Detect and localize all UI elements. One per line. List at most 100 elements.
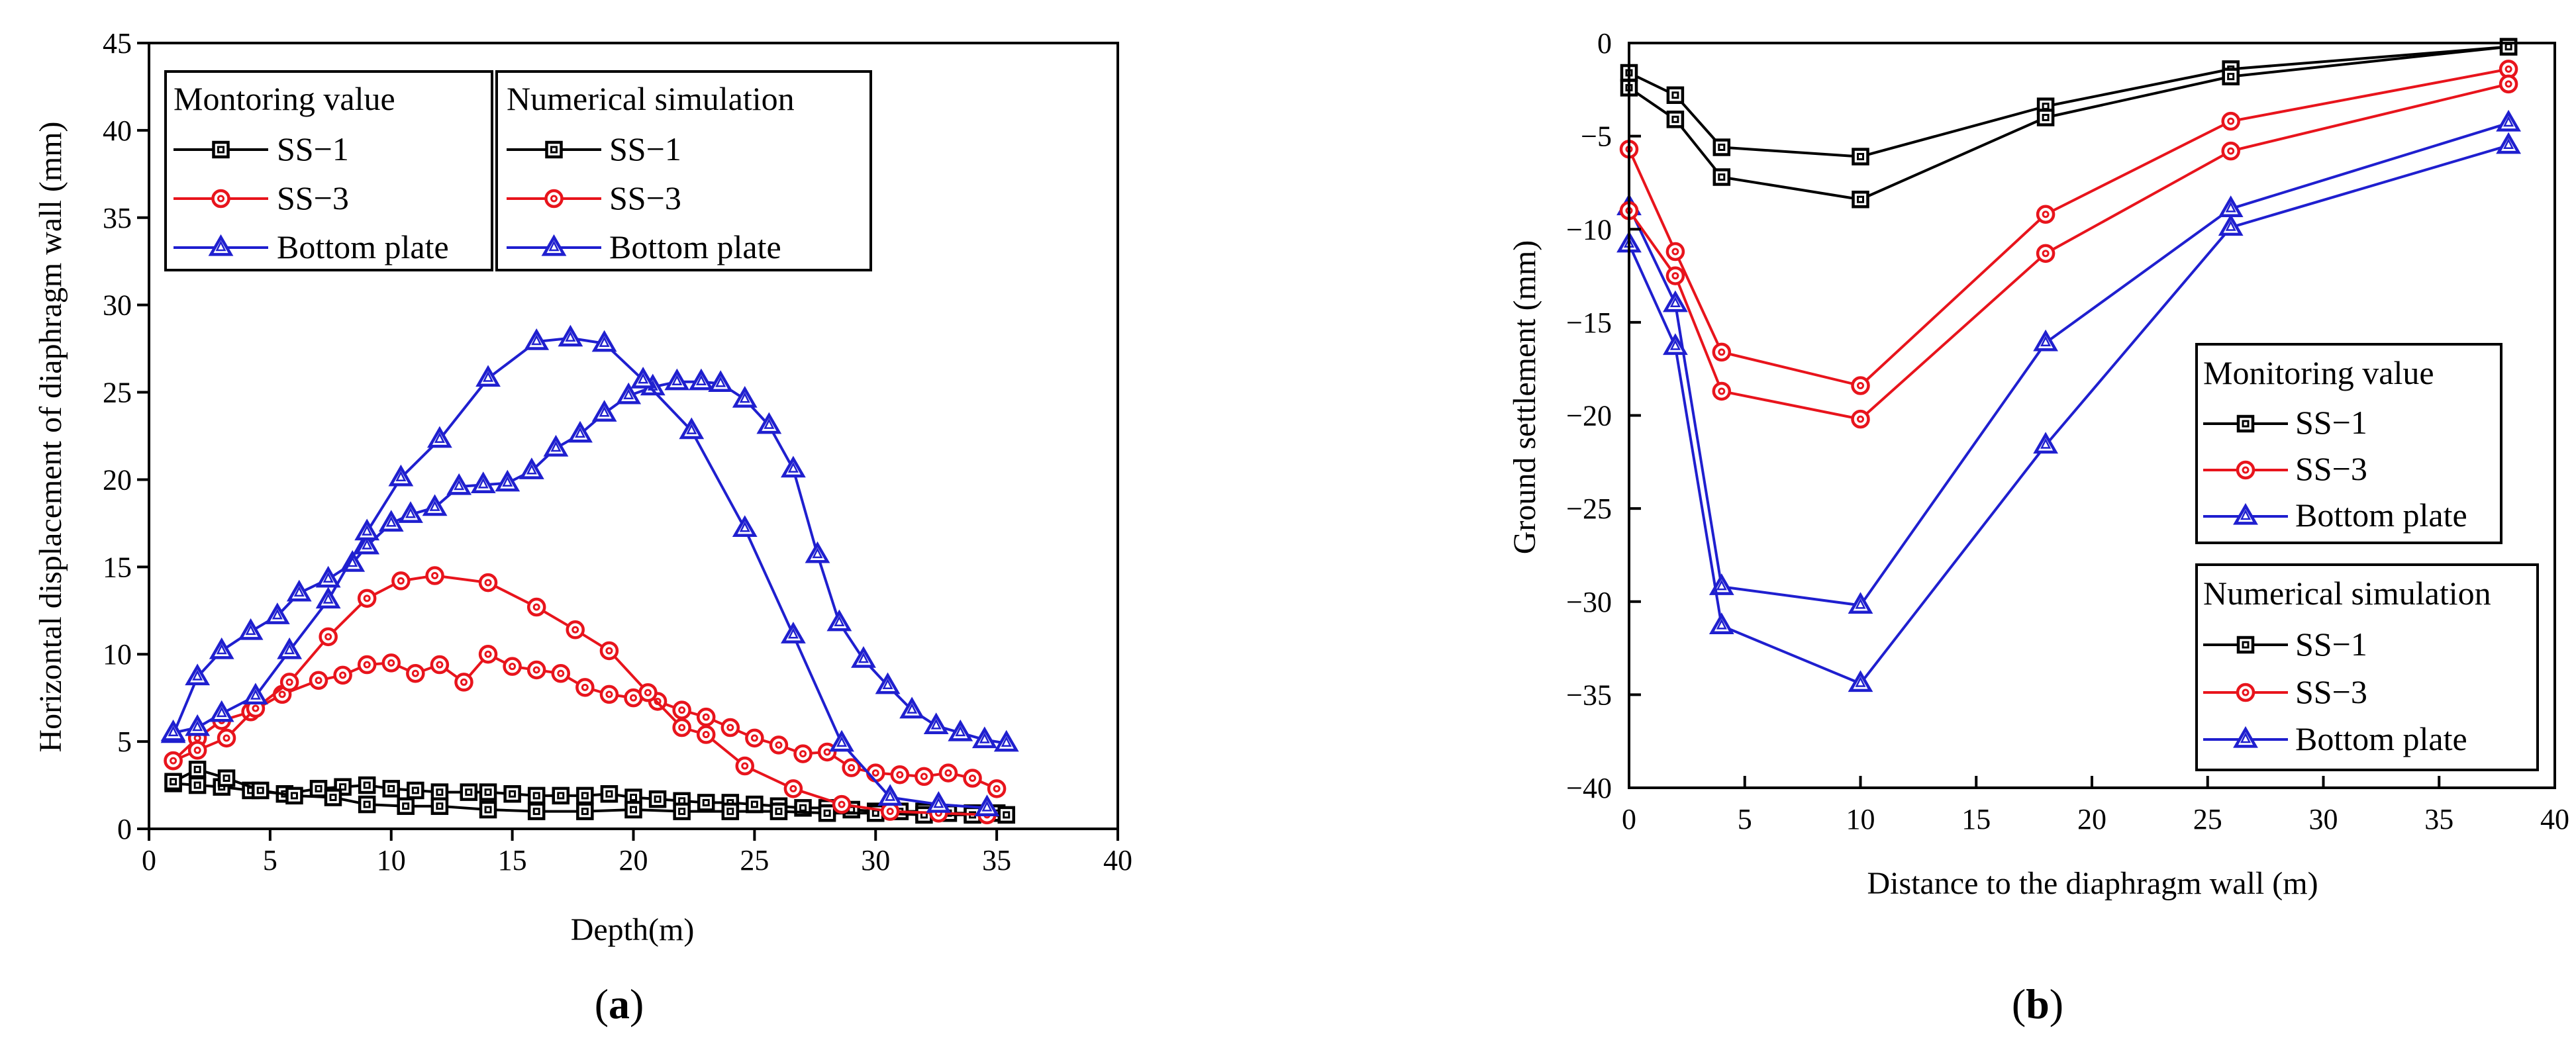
- a-montoring-value-bottom-plate-point: [689, 368, 714, 391]
- a-leg-mon-swatch-ss-1: [173, 140, 268, 159]
- a-numerical-simulation-bottom-plate-point: [679, 417, 705, 440]
- a-numerical-simulation-ss-1-point: [479, 800, 497, 819]
- a-numerical-simulation-ss-1-point: [324, 788, 342, 806]
- a-montoring-value-ss-3-point: [890, 765, 910, 784]
- a-montoring-value-ss-1-line: [173, 782, 997, 815]
- a-y-tick-label: 40: [103, 115, 132, 147]
- a-montoring-value-ss-1-point: [430, 783, 449, 801]
- chart-b-legend-box-simulation: [2195, 563, 2539, 771]
- a-numerical-simulation-ss-1-point: [217, 769, 236, 787]
- a-montoring-value-ss-3-point: [938, 763, 958, 783]
- a-numerical-simulation-ss-1-point: [624, 800, 642, 819]
- a-y-tick-label: 5: [117, 726, 132, 758]
- a-montoring-value-bottom-plate-point: [923, 712, 949, 735]
- a-leg-sim-swatch-ss-1: [507, 140, 601, 159]
- a-montoring-value-bottom-plate-point: [732, 386, 758, 408]
- a-montoring-value-ss-3-point: [333, 665, 352, 685]
- b-numerical-simulation-bottom-plate-point: [1709, 612, 1734, 634]
- a-montoring-value-ss-1-point: [358, 776, 376, 794]
- a-montoring-value-bottom-plate-point: [568, 420, 593, 443]
- a-montoring-value-ss-1-point: [527, 786, 546, 805]
- a-montoring-value-ss-3-point: [769, 736, 789, 755]
- chart-b: 0 5 10 15 20 25 30 35 40 0 −5 −10 −15 −20 −25 −30 −35 −40…: [1507, 27, 2569, 1027]
- chart-a-legend-label-monitoring-ss1: SS−1: [277, 130, 349, 167]
- a-numerical-simulation-ss-3-point: [638, 683, 658, 702]
- a-numerical-simulation-ss-3-line: [172, 574, 987, 816]
- a-leg-sim-swatch-ss-1-marker: [545, 140, 563, 159]
- b-numerical-simulation-bottom-plate-point: [2218, 214, 2244, 236]
- a-montoring-value-bottom-plate-point: [470, 471, 496, 494]
- a-numerical-simulation-bottom-plate-point: [427, 426, 452, 448]
- b-x-tick-label: 25: [2193, 803, 2222, 835]
- a-montoring-value-bottom-plate-point: [185, 663, 211, 686]
- a-numerical-simulation-ss-1-point: [721, 802, 740, 820]
- chart-b-legend-title-simulation: Numerical simulation: [2203, 575, 2491, 612]
- a-montoring-value-bottom-plate-point: [756, 412, 782, 434]
- a-y-tick-label: 25: [103, 377, 132, 409]
- a-montoring-value-ss-3-point: [672, 700, 691, 720]
- a-montoring-value-bottom-plate-point: [851, 646, 876, 668]
- a-x-tick-label: 5: [263, 844, 277, 877]
- b-x-tick-label: 5: [1738, 803, 1752, 835]
- b-y-tick-label: −15: [1566, 307, 1612, 339]
- b-leg-mon-swatch-ss-3-marker: [2236, 460, 2255, 480]
- b-monitoring-value-ss-1-point: [1852, 148, 1869, 166]
- b-numerical-simulation-bottom-plate-point: [2496, 132, 2521, 154]
- chart-a: 0 5 10 15 20 25 30 35 40 0 5 10 15 20 25 30 35 40 45 Depth…: [33, 27, 1132, 1027]
- b-y-tick-label: −5: [1581, 120, 1612, 153]
- a-numerical-simulation-bottom-plate-point: [558, 324, 583, 347]
- a-montoring-value-ss-3-point: [745, 728, 764, 748]
- b-monitoring-value-ss-3-point: [2036, 205, 2056, 224]
- a-montoring-value-ss-3-point: [817, 742, 837, 762]
- a-montoring-value-ss-3-point: [357, 655, 377, 675]
- b-x-tick-label: 10: [1846, 803, 1875, 835]
- a-numerical-simulation-ss-3-point: [832, 794, 852, 814]
- b-numerical-simulation-ss-1-point: [2036, 109, 2055, 126]
- a-numerical-simulation-ss-3-point: [478, 573, 498, 593]
- b-numerical-simulation-bottom-plate-point: [1848, 670, 1873, 692]
- a-x-tick-label: 20: [619, 844, 648, 877]
- a-montoring-value-ss-3-point: [454, 673, 473, 692]
- b-y-tick-label: −10: [1566, 213, 1612, 246]
- chart-b-legend-label-monitoring-ss1: SS−1: [2295, 404, 2367, 441]
- a-montoring-value-bottom-plate-point: [616, 382, 642, 404]
- a-montoring-value-bottom-plate-point: [708, 370, 734, 393]
- a-montoring-value-ss-1-point: [648, 790, 667, 808]
- chart-b-legend-title-monitoring: Monitoring value: [2203, 354, 2434, 391]
- a-montoring-value-ss-1-point: [600, 784, 619, 803]
- b-leg-mon-swatch-ss-1-marker: [2236, 414, 2255, 433]
- b-monitoring-value-ss-3-point: [1665, 242, 1685, 261]
- chart-a-legend: Montoring value SS−1 SS−3 Bottom plate N…: [164, 70, 872, 271]
- a-leg-sim-swatch-ss-3: [507, 189, 601, 209]
- b-numerical-simulation-bottom-plate-point: [1663, 333, 1688, 356]
- a-numerical-simulation-ss-3-point: [526, 597, 546, 617]
- a-montoring-value-bottom-plate-point: [378, 510, 404, 532]
- a-montoring-value-bottom-plate-point: [948, 719, 973, 741]
- b-leg-sim-swatch-ss-1: [2203, 636, 2288, 654]
- b-numerical-simulation-ss-3-point: [2036, 244, 2056, 263]
- a-montoring-value-ss-1-point: [697, 794, 715, 812]
- a-y-tick-label: 15: [103, 551, 132, 583]
- a-numerical-simulation-ss-1-point: [188, 761, 207, 779]
- b-x-tick-label: 40: [2540, 803, 2569, 835]
- chart-b-ticks: 0 5 10 15 20 25 30 35 40 0 −5 −10 −15 −20 −25 −30 −35 −40: [1566, 27, 2569, 835]
- a-numerical-simulation-ss-3-point: [279, 673, 299, 692]
- chart-b-y-axis-title: Ground settlement (mm): [1507, 240, 1542, 555]
- a-montoring-value-bottom-plate-point: [899, 696, 925, 719]
- a-montoring-value-bottom-plate-point: [264, 602, 290, 624]
- b-numerical-simulation-ss-3-point: [1851, 409, 1870, 429]
- a-montoring-value-ss-3-point: [866, 763, 885, 783]
- b-y-tick-label: −20: [1566, 400, 1612, 432]
- a-y-tick-label: 45: [103, 27, 132, 60]
- a-montoring-value-ss-1-point: [309, 780, 328, 798]
- b-monitoring-value-bottom-plate-point: [1848, 592, 1873, 614]
- b-monitoring-value-bottom-plate-point: [2496, 109, 2521, 132]
- chart-a-legend-title-monitoring: Montoring value: [173, 80, 395, 117]
- a-numerical-simulation-ss-1-point: [673, 802, 691, 820]
- a-montoring-value-bottom-plate-point: [971, 726, 997, 749]
- a-montoring-value-ss-1-point: [382, 780, 400, 798]
- chart-a-legend-label-simulation-ss1: SS−1: [609, 130, 681, 167]
- b-numerical-simulation-ss-3-point: [1712, 381, 1732, 401]
- chart-a-legend-label-simulation-bottom-plate: Bottom plate: [609, 228, 781, 265]
